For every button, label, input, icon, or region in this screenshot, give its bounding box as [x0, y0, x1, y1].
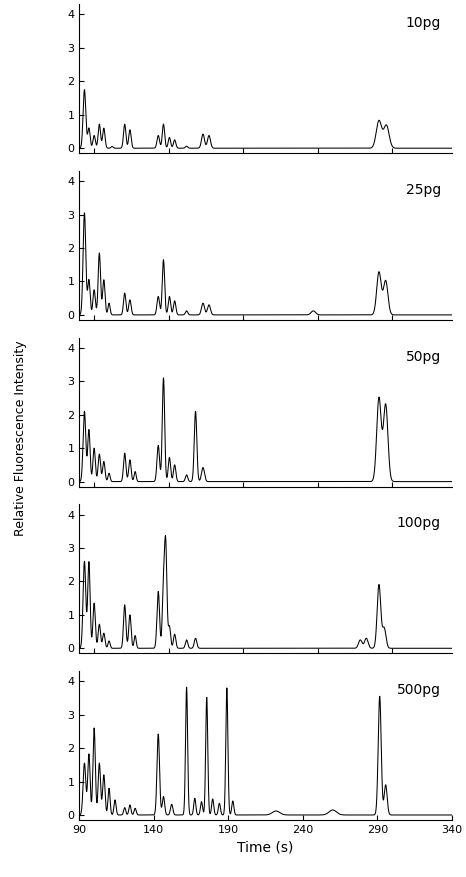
Text: Relative Fluorescence Intensity: Relative Fluorescence Intensity — [14, 340, 27, 537]
X-axis label: Time (s): Time (s) — [238, 840, 294, 854]
Text: 50pg: 50pg — [405, 350, 441, 364]
Text: 25pg: 25pg — [405, 183, 441, 197]
Text: 10pg: 10pg — [405, 17, 441, 31]
Text: 100pg: 100pg — [397, 517, 441, 531]
Text: 500pg: 500pg — [397, 683, 441, 697]
